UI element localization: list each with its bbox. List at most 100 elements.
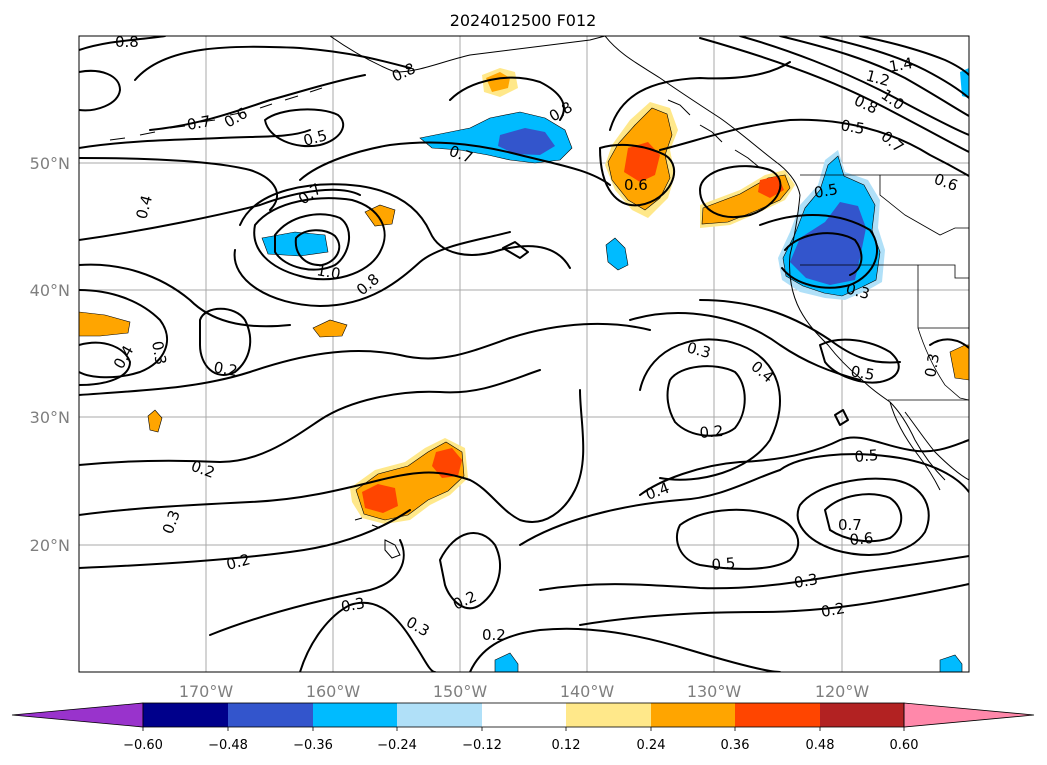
contour-line [79,509,411,569]
contour-label: 0.5 [839,116,866,138]
anomaly-blob-bc-positive-core [624,142,660,182]
contour-line [79,129,311,149]
contour-line [469,627,781,672]
contour-label: 0.6 [849,529,874,549]
contour-label: 0.5 [711,554,736,574]
contour-label: 0.6 [932,170,961,195]
colorbar-tick-label: 0.12 [552,738,581,753]
colorbar-segment [482,703,566,727]
contour-line [819,338,900,384]
contour-line [609,61,791,131]
anomaly-blob-east-edge-positive [949,344,969,381]
contour-line [294,229,341,267]
hawaii-islands [354,517,401,559]
contour-label: 0.3 [844,279,872,303]
contour-line [199,307,252,376]
longitude-labels: 170°W 160°W 150°W 140°W 130°W 120°W [179,682,870,701]
contour-label: 0.3 [921,352,943,379]
colorbar-tick-label: −0.60 [123,738,163,753]
contour-label: 0.3 [403,613,433,641]
anomaly-blob-subtropical-core-a [362,484,398,513]
contour-label: 1.2 [864,66,892,90]
contour-line [784,232,863,276]
contour-line [579,583,969,626]
contour-label: 0.8 [851,91,880,117]
contour-line [779,453,969,493]
anomaly-blob-gulf-alaska-negative-core [498,128,555,155]
colorbar-tick-label: −0.36 [293,738,333,753]
alaska-coastline [329,36,606,73]
contour-line [699,165,782,218]
colorbar-ticks [142,727,905,731]
state-border-nv [917,265,969,329]
colorbar-frame [142,702,905,728]
contour-line [859,36,969,76]
colorbar-tick-label: 0.24 [637,738,666,753]
contour-line [834,409,849,426]
contour-line [659,118,969,177]
contour-label: 0.8 [353,270,383,299]
contour-label: 0.2 [820,599,847,621]
contour-line [239,183,571,269]
contour-line [699,37,969,153]
contour-line [149,74,366,131]
colorbar-tick-label: 0.48 [806,738,835,753]
colorbar: −0.60 −0.48 −0.36 −0.24 −0.12 0.12 0.24 … [11,702,1035,753]
anomaly-blob-bottom-negative-a [494,652,519,672]
bc-islands [667,99,761,169]
contour-line [666,365,746,437]
lon-label: 160°W [306,682,361,701]
anomaly-blob-california-negative-core [790,202,866,285]
contour-line [79,341,131,386]
contour-label: 0.4 [643,479,672,504]
lat-label: 40°N [30,281,70,300]
contour-line [79,36,166,51]
colorbar-tick-label: −0.48 [208,738,248,753]
contour-lines [79,36,969,672]
anomaly-blob-small-positive-b [312,319,348,338]
contour-line [699,299,901,364]
anomaly-blob-bottom-negative-b [939,654,963,672]
contour-label: 0.7 [186,112,213,134]
contour-label: 0.5 [301,126,329,150]
contour-label: 0.2 [212,358,239,380]
colorbar-tick-label: −0.24 [377,738,417,753]
contour-line [639,436,969,496]
contour-line [299,141,611,186]
contour-line [639,338,781,481]
colorbar-extend-low [11,702,144,728]
contour-label: 0.2 [224,550,252,574]
alaska-panhandle-coastline [604,36,801,196]
contour-label: 0.3 [159,508,184,537]
anomaly-blob-east-edge-negative [960,68,969,98]
coastlines [109,36,969,559]
anomaly-blob-oregon-positive-core [758,176,784,198]
lat-label: 30°N [30,408,70,427]
colorbar-segment [143,703,228,727]
contour-line [79,157,279,211]
shaded-anomalies [79,68,969,672]
contour-label: 1.0 [315,261,342,283]
contour-line [79,389,585,523]
contour-line [779,36,969,117]
contour-label: 0.2 [450,587,479,613]
lon-label: 170°W [179,682,234,701]
plot-area: 0.8 0.8 1.4 1.2 1.0 0.8 0.7 0.6 0.5 0.7 … [79,36,969,672]
contour-line [134,45,411,81]
contour-line [233,231,511,307]
contour-line [79,369,541,466]
lon-label: 120°W [815,682,870,701]
contour-line [79,322,651,396]
colorbar-segment [735,703,820,727]
state-border-wa-or [879,175,969,236]
contour-label: 0.6 [624,176,648,194]
contour-line [796,477,930,556]
lon-label: 130°W [687,682,742,701]
contour-line [449,76,565,121]
state-border-or-ca [800,264,969,279]
anomaly-blob-west-edge-positive [79,311,131,337]
baja-california [889,401,969,491]
colorbar-segment [313,703,397,727]
contour-label: 0.2 [699,422,724,442]
